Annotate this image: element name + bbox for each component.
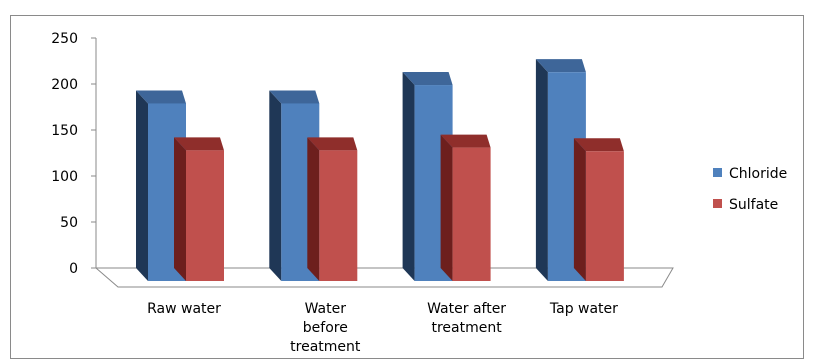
- x-category-label: before: [303, 320, 348, 336]
- y-tick-label: 0: [69, 261, 78, 277]
- x-category-label: Raw water: [147, 301, 221, 317]
- y-tick-label: 50: [60, 215, 78, 231]
- bar-sulfate: [319, 150, 358, 281]
- bars: [136, 59, 624, 281]
- legend-label-chloride: Chloride: [729, 166, 787, 182]
- x-category-label: Water after: [427, 301, 506, 317]
- bar-top-chloride: [535, 59, 586, 73]
- bar-sulfate: [186, 150, 224, 281]
- y-tick-label: 250: [51, 31, 78, 47]
- y-tick-label: 100: [51, 169, 78, 185]
- y-tick-label: 150: [51, 123, 78, 139]
- bar-side-sulfate: [307, 137, 320, 281]
- bar-side-chloride: [535, 59, 548, 281]
- bar-top-chloride: [269, 90, 320, 104]
- legend-swatch-chloride: [713, 168, 722, 177]
- x-category-label: treatment: [290, 339, 361, 355]
- bar-top-chloride: [402, 72, 453, 86]
- bar-sulfate: [585, 151, 624, 281]
- x-category-label: Water: [305, 301, 347, 317]
- x-category-label: treatment: [431, 320, 502, 336]
- bar-top-sulfate: [440, 134, 491, 148]
- bar-side-chloride: [269, 90, 282, 281]
- bar-top-chloride: [136, 90, 186, 104]
- bar-side-sulfate: [174, 137, 186, 281]
- bar-side-sulfate: [440, 134, 453, 281]
- bar-side-chloride: [402, 72, 415, 281]
- bar-sulfate: [452, 147, 491, 281]
- legend-label-sulfate: Sulfate: [729, 197, 778, 213]
- y-tick-label: 200: [51, 77, 78, 93]
- axis-labels: 0 50 100 150 200 250 Raw water Water before treat…: [51, 31, 618, 355]
- bar-top-sulfate: [573, 138, 624, 152]
- legend-swatch-sulfate: [713, 199, 722, 208]
- x-category-label: Tap water: [549, 301, 618, 317]
- bar-side-chloride: [136, 90, 148, 281]
- bar-top-sulfate: [174, 137, 224, 151]
- bar-side-sulfate: [573, 138, 586, 281]
- bar-top-sulfate: [307, 137, 358, 151]
- legend: Chloride Sulfate: [713, 166, 787, 213]
